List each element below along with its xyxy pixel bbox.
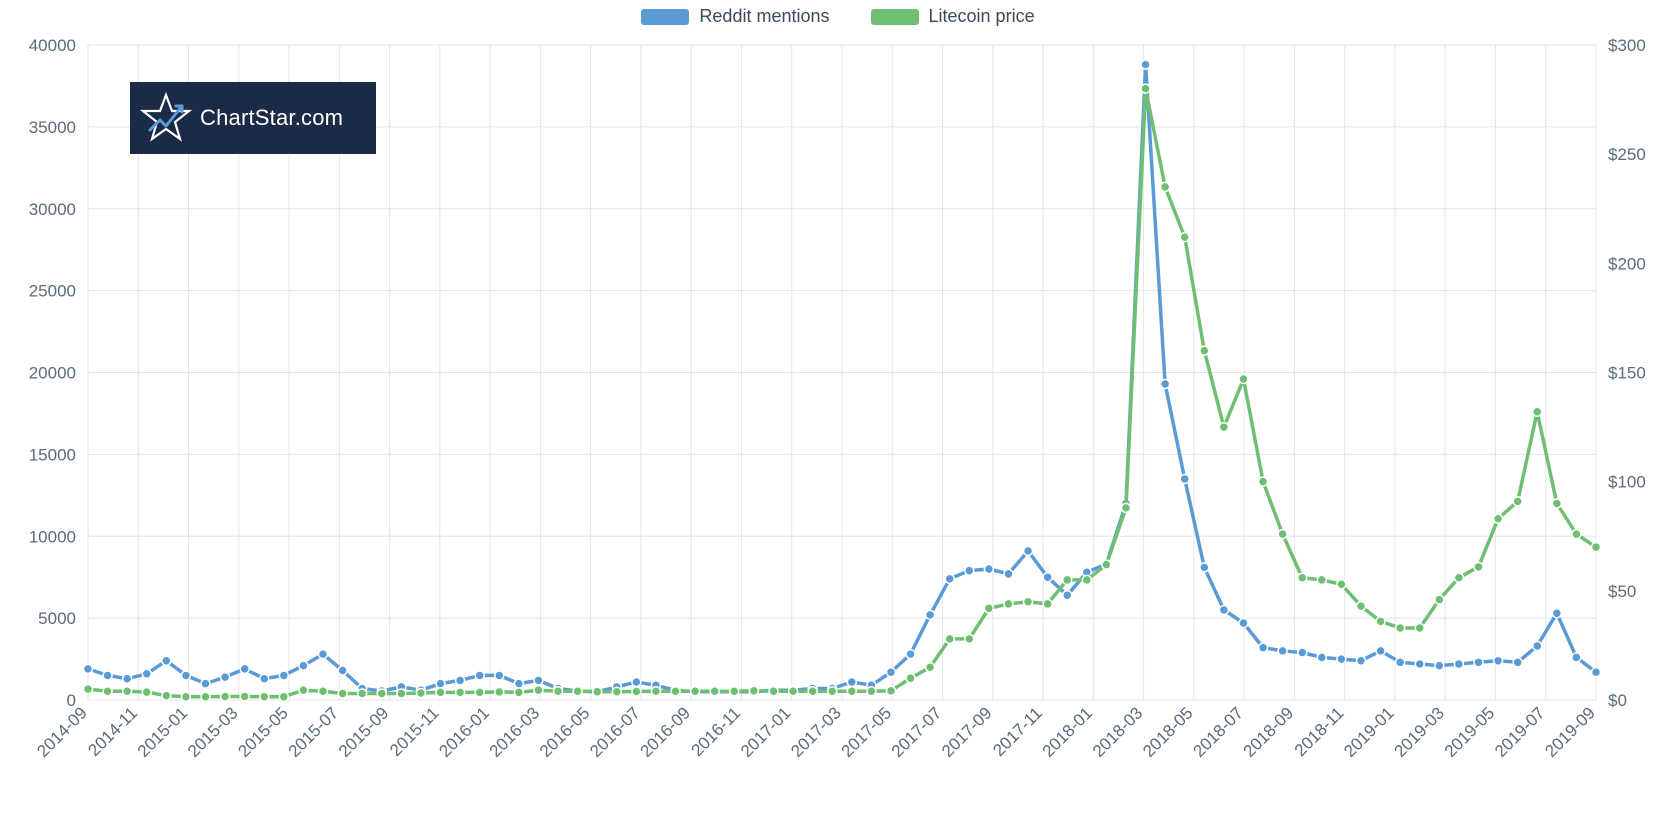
- svg-text:2018-07: 2018-07: [1189, 703, 1247, 761]
- svg-text:$0: $0: [1608, 691, 1627, 710]
- svg-text:2017-05: 2017-05: [838, 703, 896, 761]
- svg-text:2016-05: 2016-05: [536, 703, 594, 761]
- svg-text:30000: 30000: [29, 200, 76, 219]
- svg-text:2018-05: 2018-05: [1139, 703, 1197, 761]
- svg-text:2014-09: 2014-09: [33, 703, 91, 761]
- svg-text:$300: $300: [1608, 36, 1646, 55]
- svg-text:$150: $150: [1608, 364, 1646, 383]
- legend: Reddit mentions Litecoin price: [0, 6, 1676, 30]
- svg-text:2018-01: 2018-01: [1039, 703, 1097, 761]
- svg-text:$200: $200: [1608, 254, 1646, 273]
- legend-swatch-reddit: [641, 9, 689, 25]
- svg-text:20000: 20000: [29, 364, 76, 383]
- legend-label-reddit: Reddit mentions: [699, 6, 829, 27]
- legend-label-litecoin: Litecoin price: [929, 6, 1035, 27]
- svg-text:2015-07: 2015-07: [285, 703, 343, 761]
- svg-text:2017-11: 2017-11: [989, 703, 1046, 760]
- svg-text:2017-09: 2017-09: [938, 703, 996, 761]
- svg-text:2019-05: 2019-05: [1441, 703, 1499, 761]
- svg-text:2016-03: 2016-03: [486, 703, 544, 761]
- svg-text:2017-03: 2017-03: [787, 703, 845, 761]
- svg-text:25000: 25000: [29, 282, 76, 301]
- svg-text:2018-11: 2018-11: [1291, 703, 1348, 760]
- svg-text:$100: $100: [1608, 473, 1646, 492]
- svg-text:2016-01: 2016-01: [435, 703, 493, 761]
- svg-text:2017-07: 2017-07: [888, 703, 946, 761]
- svg-text:35000: 35000: [29, 118, 76, 137]
- svg-text:2018-09: 2018-09: [1240, 703, 1298, 761]
- legend-item-litecoin[interactable]: Litecoin price: [871, 6, 1035, 27]
- svg-text:2019-01: 2019-01: [1340, 703, 1398, 761]
- svg-text:10000: 10000: [29, 527, 76, 546]
- svg-text:40000: 40000: [29, 36, 76, 55]
- svg-text:2015-11: 2015-11: [386, 703, 443, 760]
- svg-text:15000: 15000: [29, 445, 76, 464]
- star-icon: [138, 90, 194, 146]
- chart-container: Reddit mentions Litecoin price ChartStar…: [0, 0, 1676, 828]
- svg-text:2018-03: 2018-03: [1089, 703, 1147, 761]
- legend-item-reddit[interactable]: Reddit mentions: [641, 6, 829, 27]
- svg-text:2016-11: 2016-11: [688, 703, 745, 760]
- svg-text:5000: 5000: [38, 609, 76, 628]
- svg-text:2015-09: 2015-09: [335, 703, 393, 761]
- svg-text:2016-09: 2016-09: [636, 703, 694, 761]
- svg-text:$250: $250: [1608, 145, 1646, 164]
- svg-text:2015-03: 2015-03: [184, 703, 242, 761]
- svg-text:2015-01: 2015-01: [134, 703, 192, 761]
- legend-swatch-litecoin: [871, 9, 919, 25]
- svg-text:2019-09: 2019-09: [1541, 703, 1599, 761]
- svg-text:2019-07: 2019-07: [1491, 703, 1549, 761]
- svg-text:2016-07: 2016-07: [586, 703, 644, 761]
- svg-text:2017-01: 2017-01: [737, 703, 795, 761]
- svg-text:2014-11: 2014-11: [84, 703, 141, 760]
- chartstar-logo: ChartStar.com: [130, 82, 376, 154]
- svg-text:$50: $50: [1608, 582, 1636, 601]
- svg-text:2015-05: 2015-05: [234, 703, 292, 761]
- logo-text: ChartStar.com: [200, 105, 343, 131]
- svg-text:2019-03: 2019-03: [1390, 703, 1448, 761]
